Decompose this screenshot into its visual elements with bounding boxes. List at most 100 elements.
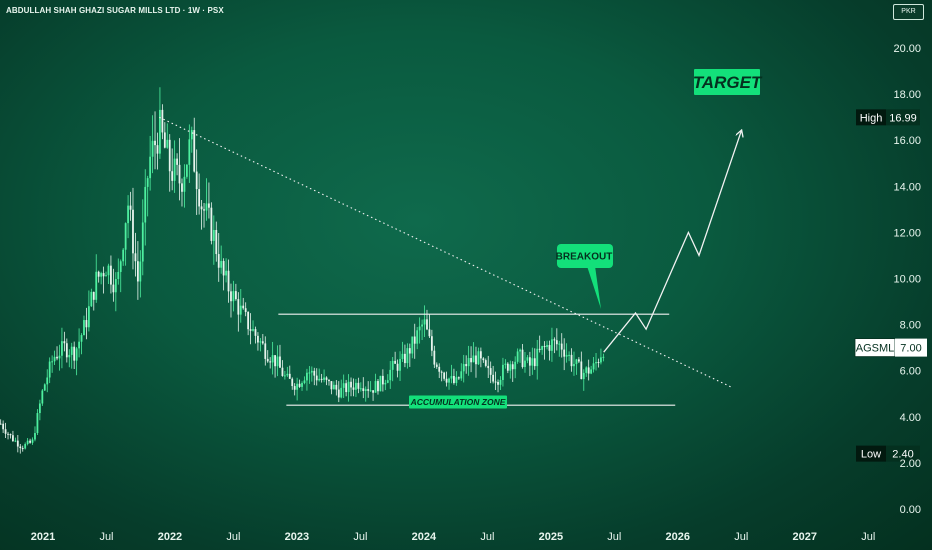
candle-body <box>31 439 34 443</box>
x-tick-label: Jul <box>861 531 875 543</box>
candle-body <box>288 373 291 379</box>
candle-body <box>124 223 127 250</box>
candle-body <box>355 382 357 390</box>
candle-body <box>26 440 29 445</box>
candle-body <box>484 360 487 366</box>
candle-body <box>283 375 286 377</box>
candle-body <box>119 261 122 272</box>
candle-body <box>335 384 338 390</box>
candle-body <box>558 343 561 345</box>
candle-body <box>154 140 156 146</box>
candle-body <box>176 158 178 165</box>
candle-body <box>519 349 521 352</box>
candle-body <box>506 363 509 371</box>
x-tick-label: 2025 <box>539 531 563 543</box>
currency-button[interactable]: PKR <box>893 4 924 20</box>
candle-body <box>279 356 281 368</box>
candle-body <box>347 381 350 393</box>
candle-body <box>215 229 218 255</box>
candle-body <box>276 356 279 367</box>
y-tick-label: 4.00 <box>900 412 921 424</box>
candle-body <box>435 364 438 367</box>
candle-body <box>320 378 323 380</box>
y-tick-label: 2.00 <box>900 458 921 470</box>
candle-body <box>457 377 460 379</box>
candle-body <box>521 349 524 368</box>
y-tick-label: 20.00 <box>893 43 921 55</box>
candle-body <box>577 359 580 362</box>
candle-body <box>462 364 465 372</box>
candle-body <box>575 359 578 365</box>
candle-body <box>514 361 517 370</box>
y-tick-label: 0.00 <box>900 504 921 516</box>
high-value-bg <box>886 109 920 126</box>
candle-body <box>553 339 556 341</box>
candle-body <box>538 348 541 350</box>
candle-body <box>323 377 325 380</box>
candle-body <box>563 349 566 357</box>
candle-body <box>401 353 404 359</box>
candle-body <box>548 345 551 351</box>
candle-body <box>369 390 372 392</box>
symbol-value: 7.00 <box>900 343 921 355</box>
candle-body <box>426 319 428 330</box>
candle-body <box>443 372 446 379</box>
breakout-label: BREAKOUT <box>556 252 613 263</box>
candle-body <box>328 379 330 382</box>
candle-body <box>7 433 9 435</box>
trendline <box>159 116 731 388</box>
candle-body <box>494 381 497 383</box>
candle-body <box>61 341 63 356</box>
candle-body <box>183 176 186 192</box>
candle-body <box>590 369 593 374</box>
candle-body <box>450 375 453 379</box>
candle-body <box>531 358 534 366</box>
candle-body <box>372 390 374 393</box>
candle-body <box>332 384 335 390</box>
candle-body <box>546 345 548 348</box>
candle-body <box>95 271 98 300</box>
annotations-layer: TARGET BREAKOUT ACCUMULATION ZONE High 16.99… <box>409 69 927 462</box>
candle-body <box>509 364 512 371</box>
candle-body <box>232 291 235 302</box>
candle-body <box>161 109 164 133</box>
candle-body <box>87 306 90 328</box>
candle-body <box>29 440 31 443</box>
candle-body <box>492 374 495 382</box>
accumulation-zone-label-box <box>409 395 507 409</box>
candle-body <box>475 355 477 365</box>
candle-body <box>112 284 115 293</box>
candle-body <box>433 350 436 365</box>
candle-body <box>249 329 252 331</box>
y-tick-label: 10.00 <box>893 273 921 285</box>
x-tick-label: Jul <box>226 531 240 543</box>
candle-body <box>21 448 24 450</box>
candle-body <box>129 205 132 210</box>
candle-body <box>14 440 17 442</box>
candles-layer <box>0 87 605 454</box>
candle-body <box>114 279 117 293</box>
candle-body <box>24 444 27 449</box>
candle-body <box>536 348 539 367</box>
candle-body <box>46 377 49 385</box>
candle-body <box>222 261 225 276</box>
candle-body <box>173 158 176 181</box>
candle-body <box>65 343 68 358</box>
candle-body <box>149 156 152 179</box>
candle-body <box>269 361 272 363</box>
candle-body <box>205 203 208 211</box>
candle-body <box>127 205 129 224</box>
candle-body <box>340 387 343 398</box>
x-tick-label: 2021 <box>31 531 55 543</box>
candle-body <box>252 329 254 331</box>
candle-body <box>100 273 103 277</box>
candle-body <box>92 291 95 300</box>
candle-body <box>56 356 58 359</box>
candle-body <box>541 346 544 350</box>
candle-body <box>470 358 472 363</box>
candle-body <box>404 353 406 364</box>
candle-body <box>16 440 19 447</box>
candle-body <box>139 261 142 282</box>
y-tick-label: 6.00 <box>900 366 921 378</box>
